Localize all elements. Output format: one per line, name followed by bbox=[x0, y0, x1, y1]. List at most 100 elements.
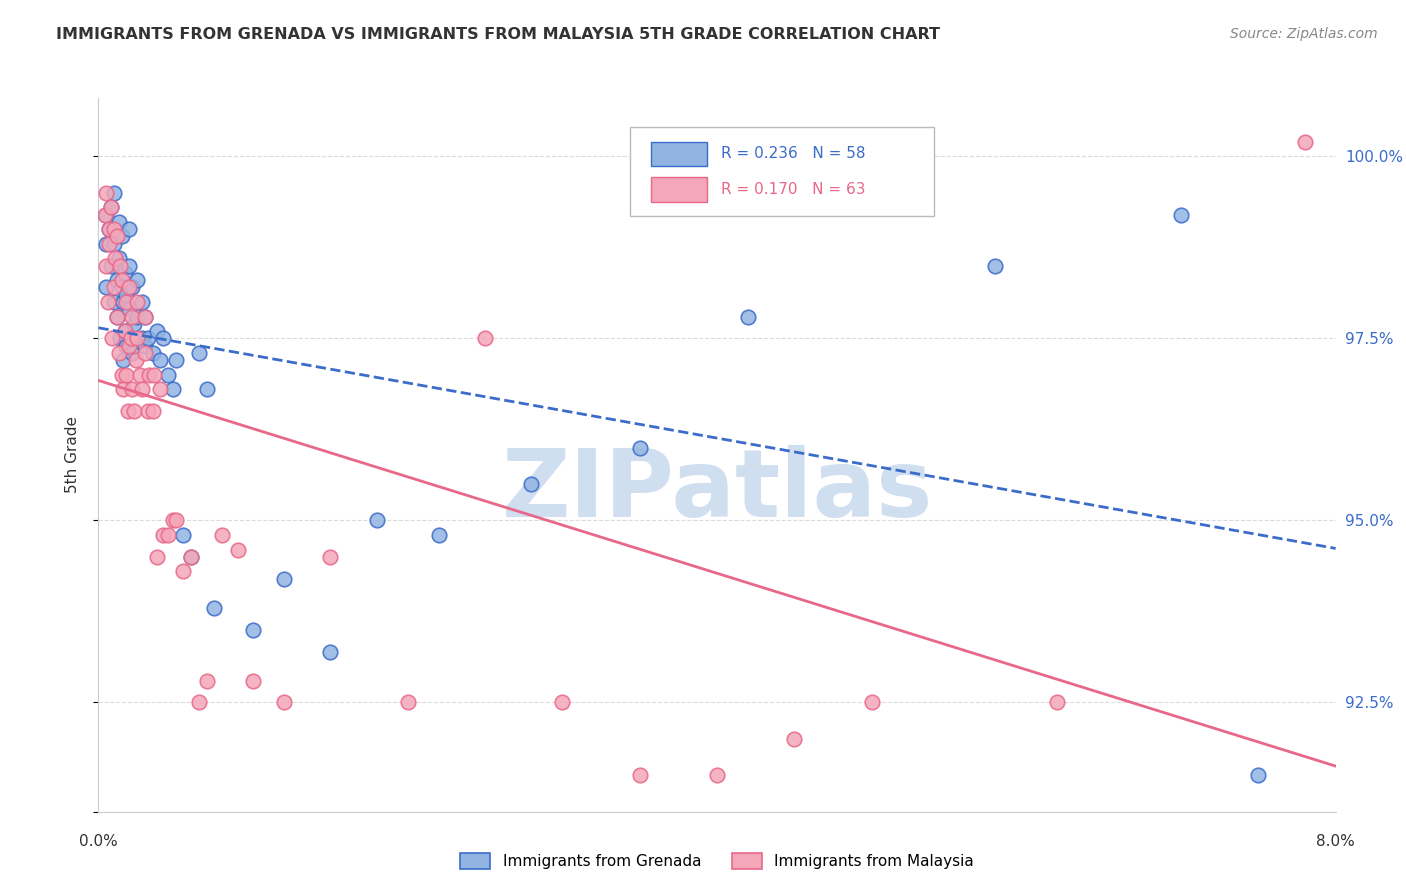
Point bbox=[226, 542, 249, 557]
Point bbox=[195, 383, 218, 397]
Point bbox=[984, 259, 1007, 273]
Point bbox=[114, 324, 136, 338]
Point bbox=[162, 383, 184, 397]
Point bbox=[127, 310, 149, 324]
Point bbox=[273, 696, 295, 710]
Point bbox=[165, 353, 187, 368]
Point bbox=[107, 252, 129, 266]
Text: Source: ZipAtlas.com: Source: ZipAtlas.com bbox=[1230, 27, 1378, 41]
Point bbox=[111, 229, 134, 244]
Point bbox=[152, 528, 174, 542]
Point bbox=[96, 259, 118, 273]
Point bbox=[96, 236, 118, 251]
Point bbox=[188, 696, 211, 710]
Point bbox=[1046, 696, 1069, 710]
Point bbox=[146, 549, 169, 564]
Point bbox=[118, 302, 141, 317]
Point bbox=[100, 259, 122, 273]
Point bbox=[112, 383, 135, 397]
Point bbox=[134, 346, 156, 360]
Point bbox=[124, 353, 146, 368]
Point bbox=[737, 310, 759, 324]
Point bbox=[127, 295, 149, 310]
Point bbox=[121, 310, 143, 324]
Point bbox=[107, 346, 129, 360]
Text: ZIPatlas: ZIPatlas bbox=[502, 444, 932, 537]
Point bbox=[96, 208, 118, 222]
Point bbox=[134, 339, 156, 353]
Point bbox=[520, 477, 543, 491]
Point bbox=[319, 549, 342, 564]
Y-axis label: 5th Grade: 5th Grade bbox=[65, 417, 80, 493]
Point bbox=[103, 280, 125, 294]
Point bbox=[111, 273, 134, 287]
Point bbox=[157, 368, 180, 382]
Point bbox=[129, 368, 152, 382]
Point bbox=[115, 368, 138, 382]
Point bbox=[136, 331, 159, 345]
Point bbox=[104, 252, 127, 266]
Point bbox=[134, 310, 156, 324]
Text: IMMIGRANTS FROM GRENADA VS IMMIGRANTS FROM MALAYSIA 5TH GRADE CORRELATION CHART: IMMIGRANTS FROM GRENADA VS IMMIGRANTS FR… bbox=[56, 27, 941, 42]
Point bbox=[107, 215, 129, 229]
Point bbox=[103, 186, 125, 200]
Legend: Immigrants from Grenada, Immigrants from Malaysia: Immigrants from Grenada, Immigrants from… bbox=[454, 847, 980, 875]
Point bbox=[152, 331, 174, 345]
FancyBboxPatch shape bbox=[630, 127, 934, 216]
Point bbox=[105, 273, 128, 287]
FancyBboxPatch shape bbox=[651, 142, 707, 166]
Point bbox=[105, 229, 128, 244]
Point bbox=[127, 331, 149, 345]
Point bbox=[115, 295, 138, 310]
Point bbox=[112, 353, 135, 368]
Point bbox=[96, 186, 118, 200]
Point bbox=[195, 673, 218, 688]
Point bbox=[188, 346, 211, 360]
Point bbox=[165, 513, 187, 527]
Point bbox=[118, 222, 141, 236]
Point bbox=[157, 528, 180, 542]
Point bbox=[118, 280, 141, 294]
Point bbox=[242, 673, 264, 688]
Point bbox=[783, 731, 806, 746]
Point bbox=[149, 383, 172, 397]
Point bbox=[319, 644, 342, 658]
Point bbox=[105, 310, 128, 324]
Point bbox=[143, 368, 166, 382]
Point bbox=[122, 317, 145, 331]
Point bbox=[112, 295, 135, 310]
Point bbox=[149, 353, 172, 368]
Point bbox=[146, 324, 169, 338]
Point bbox=[860, 696, 883, 710]
Point bbox=[118, 259, 141, 273]
Point bbox=[122, 404, 145, 418]
Point bbox=[98, 236, 121, 251]
Point bbox=[103, 236, 125, 251]
Point bbox=[121, 280, 143, 294]
Point bbox=[101, 331, 124, 345]
Point bbox=[131, 295, 153, 310]
Point bbox=[628, 768, 651, 782]
Point bbox=[118, 339, 141, 353]
Point bbox=[115, 339, 138, 353]
Point bbox=[242, 623, 264, 637]
Point bbox=[111, 280, 134, 294]
Point bbox=[138, 368, 160, 382]
Point bbox=[103, 295, 125, 310]
Point bbox=[96, 280, 118, 294]
Point bbox=[551, 696, 574, 710]
Point bbox=[131, 383, 153, 397]
Point bbox=[93, 208, 115, 222]
Point bbox=[273, 572, 295, 586]
Point bbox=[427, 528, 450, 542]
Point bbox=[173, 528, 195, 542]
Text: 0.0%: 0.0% bbox=[79, 834, 118, 849]
Point bbox=[100, 200, 122, 214]
Text: 8.0%: 8.0% bbox=[1316, 834, 1355, 849]
Point bbox=[180, 549, 202, 564]
Point bbox=[131, 331, 153, 345]
Point bbox=[706, 768, 728, 782]
Point bbox=[98, 222, 121, 236]
Point bbox=[141, 404, 165, 418]
Point bbox=[396, 696, 419, 710]
